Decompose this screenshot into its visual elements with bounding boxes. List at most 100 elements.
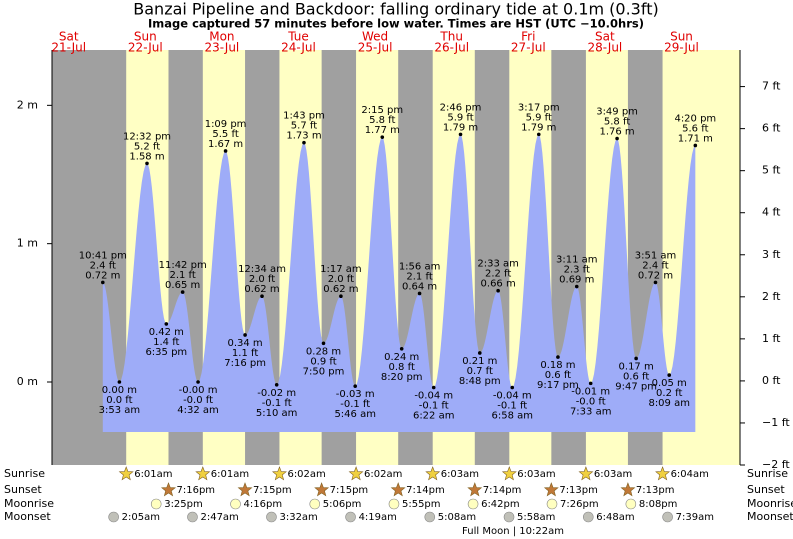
event-time: 6:04am (671, 469, 709, 480)
tide-label: 10:41 pm (79, 250, 127, 261)
day-weekday: Sat (595, 30, 615, 44)
tide-point (667, 373, 672, 377)
tide-point (431, 385, 436, 390)
tide-label: 2.0 ft (249, 274, 275, 285)
moon-icon (388, 498, 400, 510)
day-date: 29-Jul (664, 41, 699, 55)
sun-icon (160, 482, 177, 497)
event-time: 6:42pm (481, 499, 520, 510)
event-time: 5:06pm (323, 499, 362, 510)
tide-label: 1.73 m (286, 131, 321, 142)
tide-label: -0.0 ft (576, 396, 606, 407)
event-time: 3:32am (279, 512, 317, 523)
sun-icon (467, 482, 483, 497)
y2-tick-label: −1 ft (762, 416, 790, 429)
tide-label: 1.4 ft (153, 337, 179, 348)
sun-icon (271, 466, 287, 481)
tide-label: 5.2 ft (134, 141, 160, 152)
tide-label: 2:33 am (477, 259, 519, 270)
tide-label: 5.8 ft (369, 115, 395, 126)
moon-icon (266, 511, 277, 523)
day-date: 28-Jul (588, 41, 623, 55)
tide-label: 5.6 ft (682, 123, 708, 134)
event-time: 7:13pm (559, 485, 598, 496)
day-date: 25-Jul (358, 41, 393, 55)
tide-label: -0.1 ft (419, 401, 449, 412)
tide-label: 12:34 am (238, 264, 286, 275)
tide-point (100, 280, 105, 285)
tide-label: 9:17 pm (537, 380, 579, 391)
event-time: 4:19am (359, 512, 397, 523)
row-label: Sunrise (747, 467, 788, 480)
chart-subtitle: Image captured 57 minutes before low wat… (148, 17, 644, 31)
tide-label: 2.4 ft (642, 260, 668, 271)
tide-label: -0.04 m (493, 391, 532, 402)
day-weekday: Wed (362, 30, 388, 44)
event-time: 6:01am (134, 469, 172, 480)
day-date: 23-Jul (205, 41, 240, 55)
sun-icon (655, 466, 671, 481)
event-time: 8:08pm (639, 499, 678, 510)
event-time: 7:39am (676, 512, 714, 523)
tide-label: 2.4 ft (90, 260, 116, 271)
tide-label: 0.24 m (384, 352, 419, 363)
sun-icon (118, 466, 134, 481)
tide-label: 1.79 m (521, 122, 556, 133)
tide-label: 0.6 ft (623, 371, 649, 382)
tide-point (536, 132, 541, 137)
moon-icon (583, 511, 594, 523)
day-date: 22-Jul (128, 41, 163, 55)
tide-label: -0.00 m (179, 385, 218, 396)
tide-label: -0.01 m (571, 386, 610, 397)
day-weekday: Tue (287, 30, 309, 44)
day-weekday: Sun (134, 30, 157, 44)
y-tick-label: 1 m (17, 237, 38, 250)
tide-label: 11:42 pm (159, 260, 207, 271)
day-weekday: Sun (670, 30, 693, 44)
tide-point (458, 132, 463, 137)
event-time: 5:08am (438, 512, 476, 523)
tide-label: 0.62 m (323, 284, 358, 295)
event-time: 2:47am (200, 512, 238, 523)
event-time: 6:48am (596, 512, 634, 523)
event-time: 5:55pm (402, 499, 441, 510)
sun-icon (543, 482, 559, 497)
tide-label: 5.9 ft (526, 112, 552, 123)
tide-point (574, 284, 579, 289)
event-time: 6:03am (517, 469, 555, 480)
y2-tick-label: −2 ft (762, 458, 790, 471)
y2-tick-label: 3 ft (762, 248, 781, 261)
moon-phase: Full Moon | 10:22am (462, 526, 564, 537)
tide-point (496, 288, 500, 293)
tide-label: 1.79 m (443, 122, 478, 133)
tide-point (339, 294, 343, 299)
sun-icon (390, 482, 406, 497)
row-label: Moonrise (747, 497, 793, 510)
tide-label: 0.0 ft (106, 395, 132, 406)
tide-label: 5.7 ft (291, 121, 317, 132)
tide-label: 0.18 m (540, 360, 575, 371)
tide-label: 8:09 am (648, 398, 690, 409)
tide-label: 0.72 m (85, 270, 120, 281)
tide-label: 0.66 m (481, 279, 516, 290)
y2-tick-label: 6 ft (762, 122, 781, 135)
tide-label: 2.2 ft (485, 269, 511, 280)
tide-label: 0.8 ft (389, 362, 415, 373)
tide-point (556, 355, 560, 359)
moon-icon (309, 498, 321, 510)
tide-label: 0.72 m (638, 270, 673, 281)
y2-tick-label: 5 ft (762, 164, 781, 177)
day-date: 26-Jul (434, 41, 469, 55)
tide-label: 6:58 am (491, 411, 533, 422)
tide-label: 0.2 ft (656, 388, 682, 399)
tide-point (223, 149, 228, 153)
tide-label: 7:33 am (570, 406, 612, 417)
sun-icon (195, 466, 211, 481)
tide-point (588, 381, 593, 386)
y2-tick-label: 2 ft (762, 290, 781, 303)
tide-label: 1.77 m (365, 125, 400, 136)
tide-label: -0.02 m (257, 388, 296, 399)
event-time: 2:05am (122, 512, 160, 523)
tide-label: 6:35 pm (145, 347, 187, 358)
day-weekday: Thu (439, 30, 463, 44)
